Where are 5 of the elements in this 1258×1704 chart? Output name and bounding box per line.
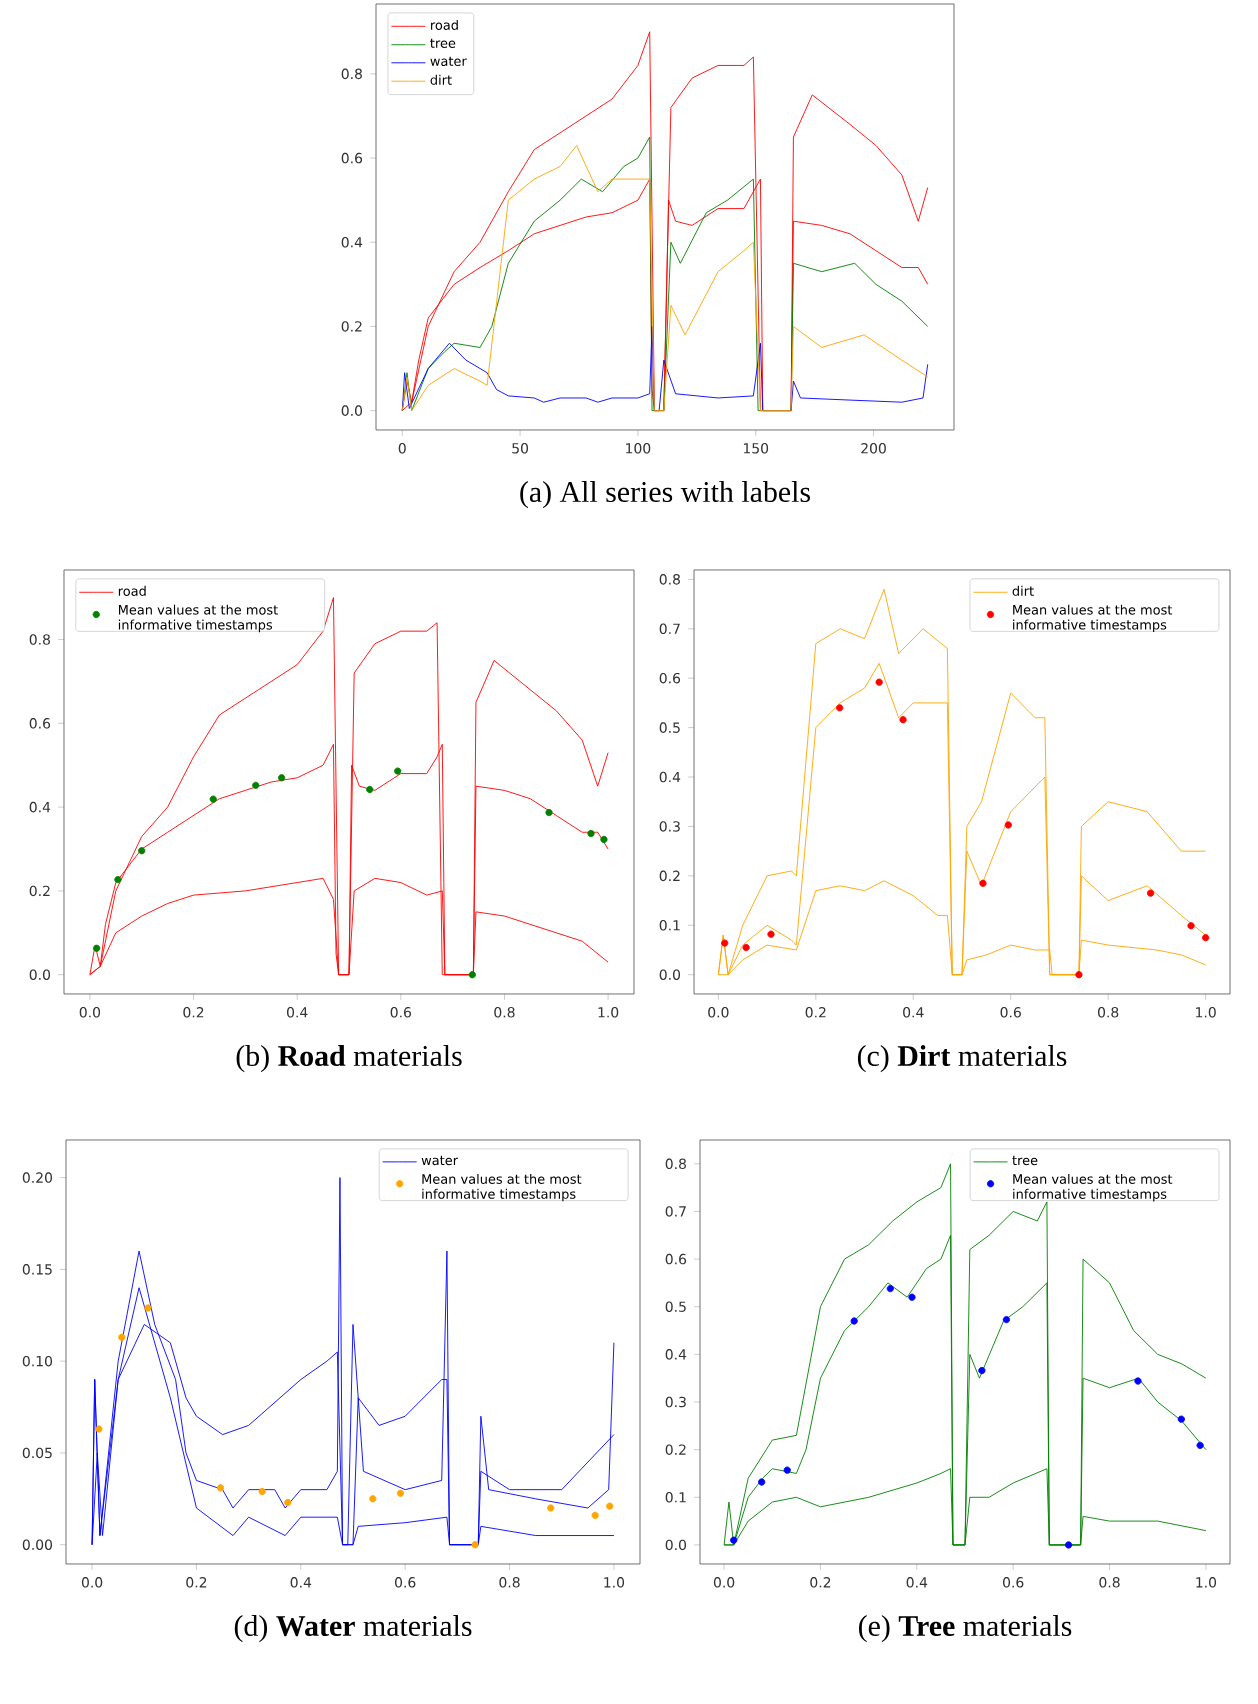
text: (c) Dirt materials (857, 1045, 1067, 1073)
text: (a) All series with labels (520, 481, 810, 509)
text: (b) Road materials (236, 1045, 462, 1073)
text: (e) Tree materials (859, 1615, 1072, 1643)
text: (d) Water materials (234, 1615, 472, 1643)
